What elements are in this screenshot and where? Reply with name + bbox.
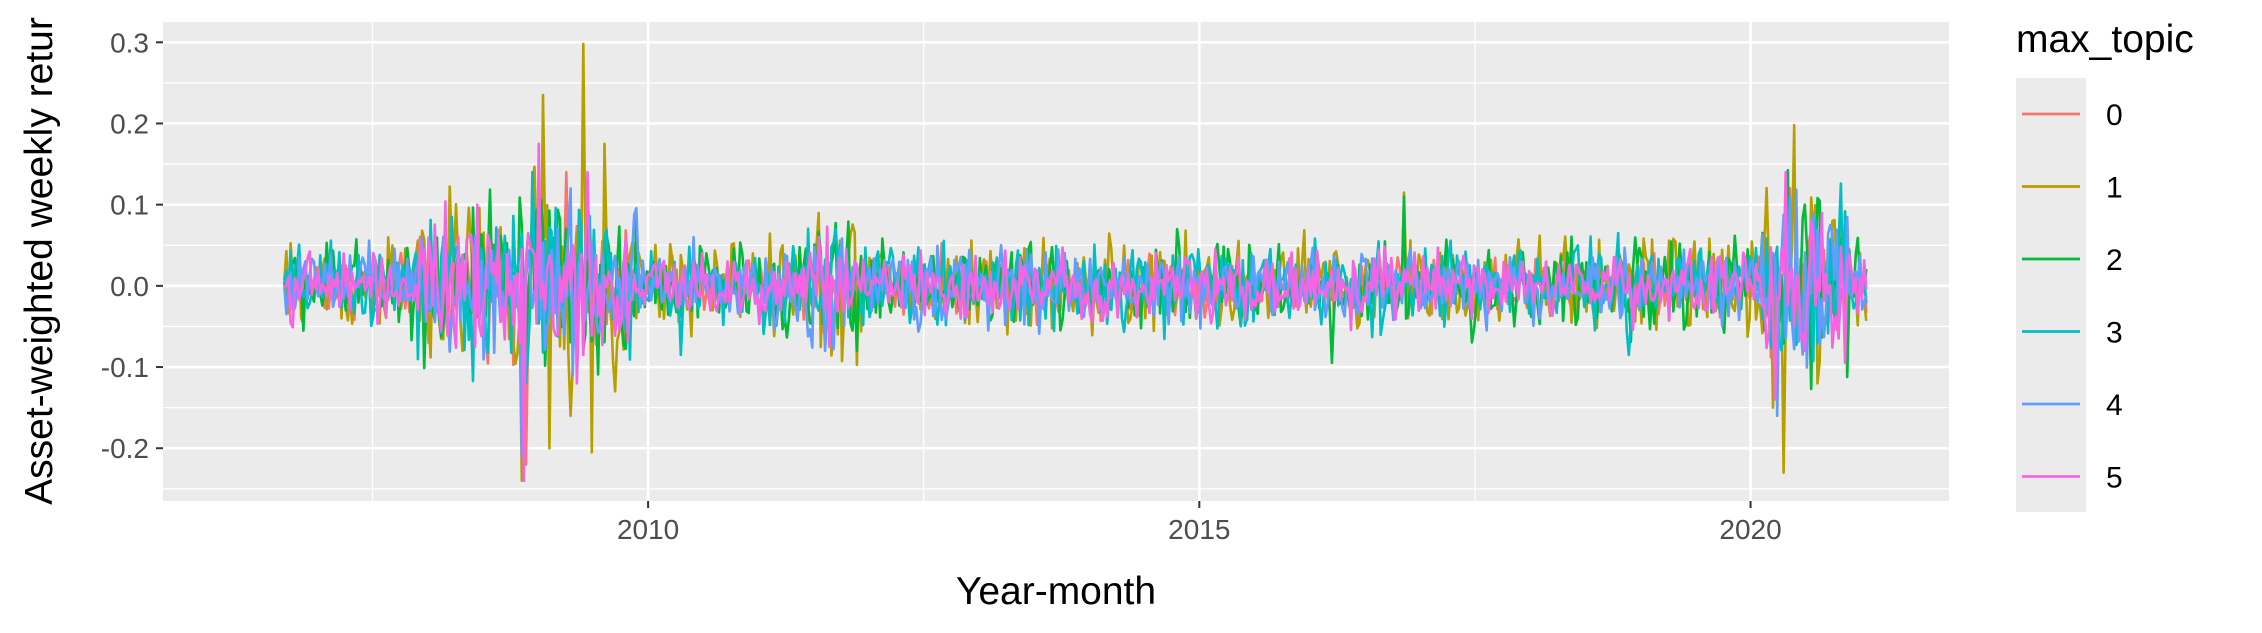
series-line-5 <box>283 142 1868 482</box>
series-line-4 <box>283 187 1868 458</box>
y-tick-label-1: -0.1 <box>101 352 149 383</box>
y-tick-label-3: 0.1 <box>110 190 149 221</box>
series-layer <box>283 42 1868 482</box>
x-tick-label-0: 2010 <box>617 514 679 545</box>
legend-label-5: 5 <box>2106 462 2123 495</box>
legend-label-1: 1 <box>2106 172 2123 205</box>
x-tick-label-1: 2015 <box>1168 514 1230 545</box>
legend: max_topic 0 1 2 3 4 5 <box>2016 18 2194 512</box>
y-tick-label-2: 0.0 <box>110 271 149 302</box>
y-tick-label-0: -0.2 <box>101 433 149 464</box>
legend-entries: 0 1 2 3 4 5 <box>2022 99 2123 495</box>
legend-label-2: 2 <box>2106 244 2123 277</box>
x-tick-label-2: 2020 <box>1719 514 1781 545</box>
x-axis: 2010 2015 2020 <box>617 501 1782 545</box>
legend-title: max_topic <box>2016 18 2194 61</box>
y-tick-label-4: 0.2 <box>110 108 149 139</box>
y-axis-title: Asset-weighted weekly retur <box>18 17 61 505</box>
legend-label-3: 3 <box>2106 317 2123 350</box>
legend-label-4: 4 <box>2106 389 2123 422</box>
legend-key-background <box>2016 78 2086 512</box>
x-axis-title: Year-month <box>956 570 1156 613</box>
legend-label-0: 0 <box>2106 99 2123 132</box>
y-axis: -0.2 -0.1 0.0 0.1 0.2 0.3 <box>101 27 163 464</box>
y-tick-label-5: 0.3 <box>110 27 149 58</box>
